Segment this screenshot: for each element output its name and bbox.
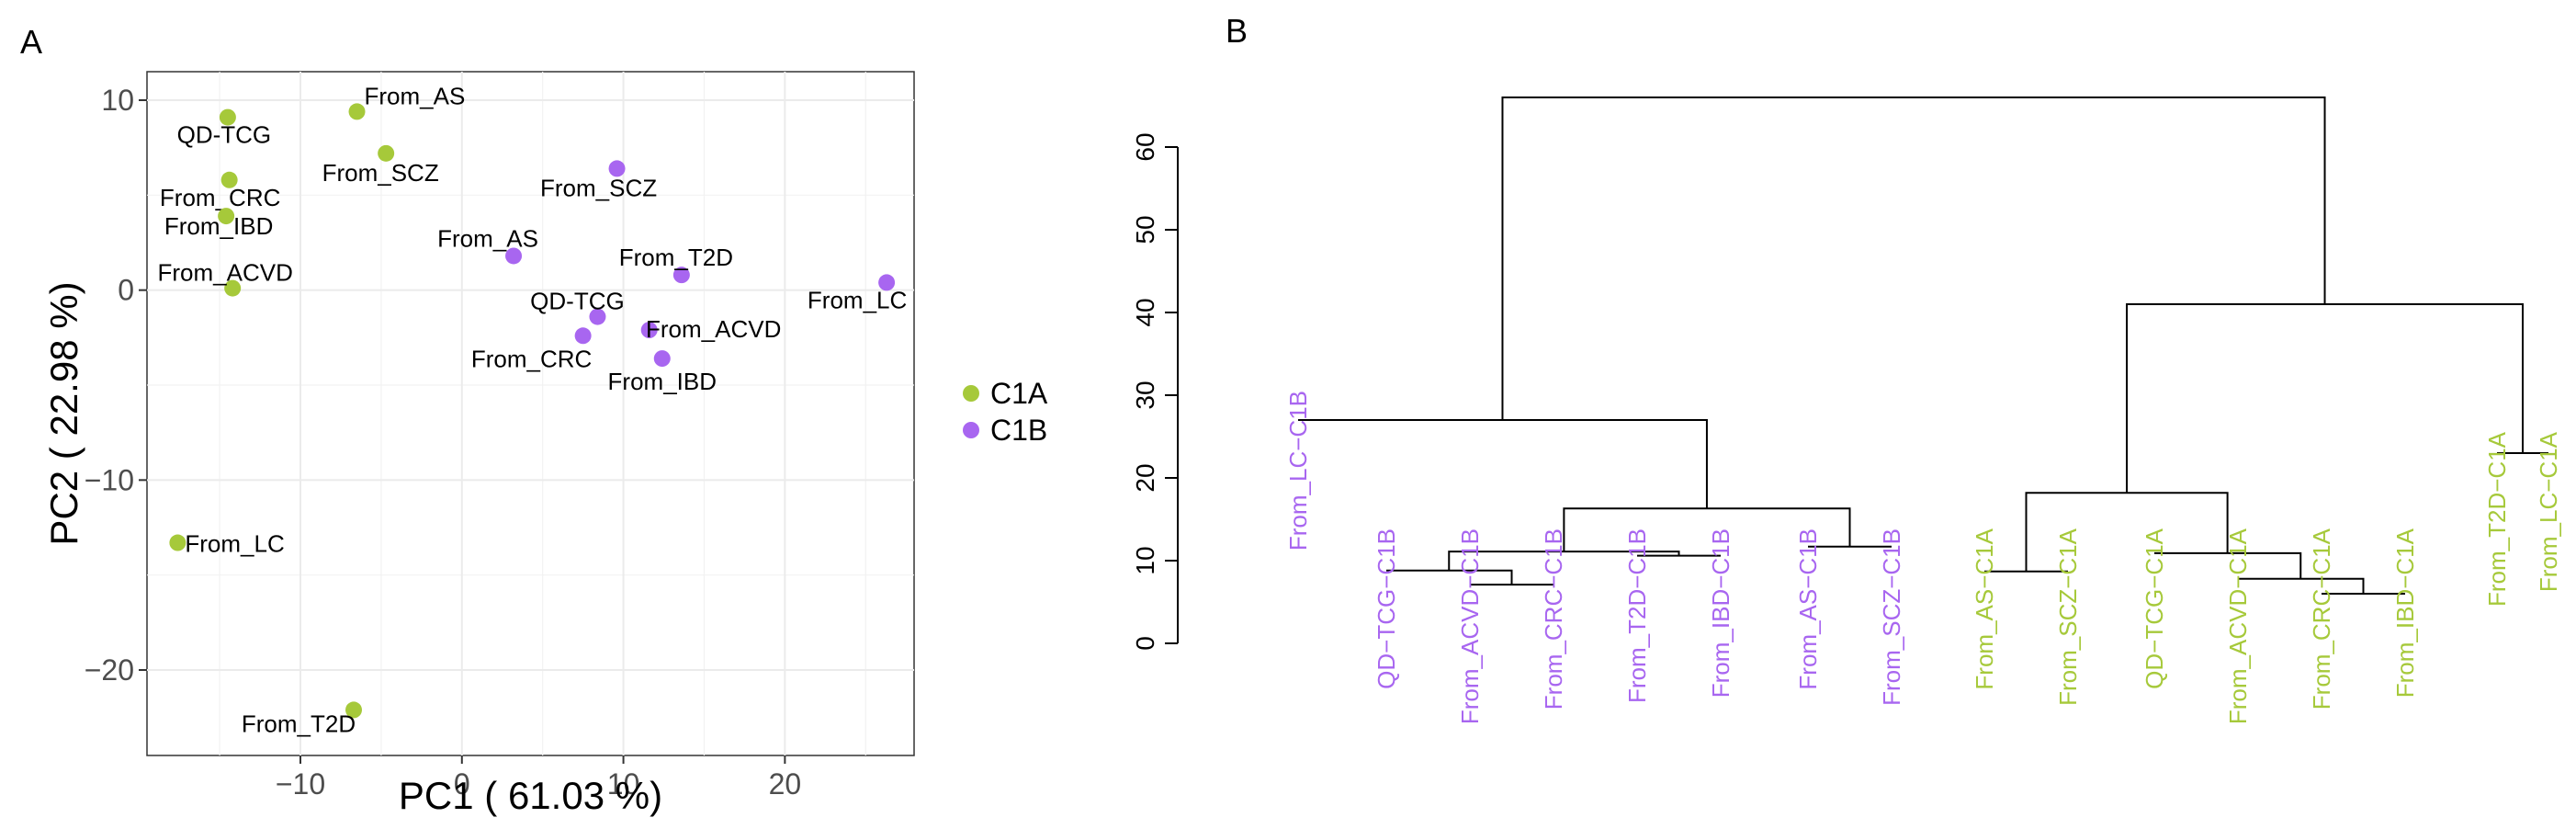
- scatter-point: [220, 171, 238, 188]
- leaf-label: From_ACVD−C1A: [2224, 528, 2252, 724]
- leaf-label: QD−TCG−C1A: [2141, 528, 2168, 688]
- scatter-axis-ticks: −10 0 10 20 −20 −10 0 10: [85, 84, 801, 801]
- dendrogram-branch: [2126, 303, 2524, 494]
- leaf-label: From_AS−C1A: [1971, 528, 1998, 689]
- scatter-point: [345, 701, 363, 719]
- scatter-point: [574, 327, 592, 345]
- y-tick-label: 10: [1131, 546, 1159, 574]
- point-label: QD-TCG: [177, 121, 272, 149]
- legend-label: C1B: [990, 414, 1047, 447]
- dendrogram-branch: [2238, 577, 2365, 594]
- leaf-label: From_IBD−C1B: [1707, 528, 1734, 698]
- x-tick-label: 10: [607, 767, 640, 801]
- leaf-label: From_CRC−C1A: [2308, 528, 2335, 710]
- dendrogram-branches: [1298, 97, 2548, 595]
- dendrogram-branch: [2154, 551, 2302, 579]
- y-tick-label: 40: [1131, 298, 1159, 326]
- scatter-gridlines: [147, 72, 914, 755]
- legend-key-c1a: [963, 385, 979, 402]
- y-axis-label: PC2 ( 22.98 %): [42, 281, 85, 545]
- point-label: From_ACVD: [157, 259, 292, 287]
- point-label: From_AS: [365, 82, 466, 109]
- point-label: From_ACVD: [646, 315, 781, 343]
- scatter-point: [589, 308, 606, 325]
- dendrogram-branch: [1501, 97, 2326, 420]
- x-tick-label: 0: [454, 767, 470, 801]
- point-label: From_CRC: [471, 345, 592, 372]
- scatter-point: [224, 279, 242, 297]
- scatter-point: [878, 274, 896, 291]
- scatter-plot-area: [146, 71, 915, 756]
- x-tick-label: −10: [276, 767, 325, 801]
- leaf-label: From_LC−C1B: [1284, 391, 1312, 551]
- dendrogram-leaf-labels: From_LC−C1B QD−TCG−C1B From_ACVD−C1B From_C…: [1284, 391, 2562, 724]
- point-label: From_CRC: [160, 184, 280, 211]
- y-tick-label: 10: [101, 84, 134, 117]
- panel-label-a: A: [20, 23, 42, 61]
- point-label: From_T2D: [619, 244, 733, 271]
- point-label: From_IBD: [164, 212, 273, 240]
- leaf-label: From_SCZ−C1B: [1878, 528, 1905, 706]
- x-tick-label: 20: [769, 767, 802, 801]
- leaf-label: From_AS−C1B: [1794, 528, 1822, 690]
- point-label: From_IBD: [608, 368, 717, 395]
- point-label: From_SCZ: [322, 159, 439, 187]
- leaf-label: From_T2D−C1A: [2483, 431, 2511, 607]
- scatter-point: [378, 144, 395, 162]
- dendrogram-branch: [1298, 419, 1708, 509]
- legend-key-c1b: [963, 422, 979, 438]
- dendrogram-y-axis: 0 10 20 30 40 50 60: [1131, 132, 1179, 651]
- y-tick-label: 60: [1131, 132, 1159, 161]
- scatter-point: [505, 247, 523, 265]
- legend-label: C1A: [990, 377, 1048, 410]
- scatter-point: [348, 103, 366, 120]
- y-tick-label: −10: [85, 463, 134, 496]
- leaf-label: From_T2D−C1B: [1623, 528, 1651, 703]
- y-tick-label: 50: [1131, 215, 1159, 244]
- leaf-label: From_LC−C1A: [2535, 431, 2562, 592]
- x-axis-label: PC1 ( 61.03 %): [399, 774, 662, 817]
- scatter-point: [169, 534, 186, 551]
- point-label: From_LC: [808, 286, 907, 313]
- y-tick-label: −20: [85, 653, 134, 687]
- scatter-point: [219, 108, 236, 126]
- leaf-label: From_CRC−C1B: [1540, 528, 1567, 710]
- leaf-label: From_ACVD−C1B: [1456, 528, 1484, 724]
- point-label: From_AS: [437, 224, 538, 252]
- y-tick-label: 30: [1131, 380, 1159, 409]
- panel-label-b: B: [1226, 12, 1248, 50]
- y-tick-label: 0: [1131, 636, 1159, 651]
- point-label: From_SCZ: [540, 174, 657, 201]
- point-label: QD-TCG: [530, 288, 625, 315]
- y-tick-label: 0: [118, 274, 134, 307]
- scatter-point: [640, 322, 658, 339]
- leaf-label: From_IBD−C1A: [2391, 528, 2419, 698]
- scatter-point: [672, 267, 690, 284]
- point-label: From_LC: [185, 530, 284, 558]
- leaf-label: QD−TCG−C1B: [1373, 528, 1400, 689]
- scatter-point: [653, 350, 671, 368]
- point-label: From_T2D: [242, 710, 356, 737]
- scatter-point: [218, 208, 235, 225]
- leaf-label: From_SCZ−C1A: [2054, 528, 2082, 706]
- dendrogram-branch: [1386, 569, 1513, 585]
- scatter-point: [608, 160, 626, 177]
- y-tick-label: 20: [1131, 463, 1159, 492]
- scatter-points: QD-TCGFrom_ASFrom_SCZFrom_CRCFrom_IBDFro…: [157, 82, 907, 737]
